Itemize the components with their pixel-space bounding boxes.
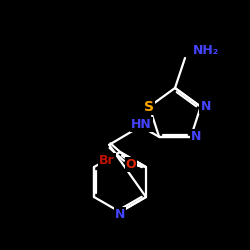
Text: HN: HN xyxy=(131,118,152,131)
Text: N: N xyxy=(200,100,211,113)
Text: Br: Br xyxy=(99,154,115,166)
Text: N: N xyxy=(115,208,125,220)
Text: N: N xyxy=(191,130,201,143)
Text: S: S xyxy=(144,100,154,114)
Text: O: O xyxy=(126,158,136,171)
Text: NH₂: NH₂ xyxy=(193,44,219,58)
